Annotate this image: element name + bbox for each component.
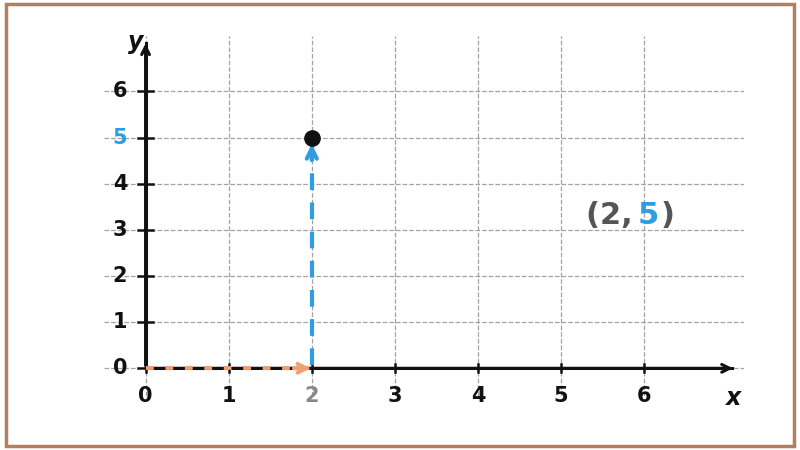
Text: 4: 4 [470,386,486,406]
Text: 1: 1 [222,386,236,406]
Text: 0: 0 [138,386,153,406]
Text: 0: 0 [113,358,127,378]
Text: 4: 4 [113,174,127,194]
Text: 3: 3 [113,220,127,240]
Text: 2: 2 [305,386,319,406]
Text: 2: 2 [113,266,127,286]
Text: 5: 5 [113,127,127,148]
Text: 3: 3 [388,386,402,406]
Text: 5: 5 [638,202,659,230]
Text: 6: 6 [637,386,651,406]
Text: 6: 6 [113,81,127,101]
Text: 1: 1 [113,312,127,332]
Text: 5: 5 [554,386,569,406]
Text: ): ) [661,202,675,230]
Text: x: x [726,386,742,410]
Text: y: y [128,30,143,54]
Text: (2,: (2, [586,202,643,230]
